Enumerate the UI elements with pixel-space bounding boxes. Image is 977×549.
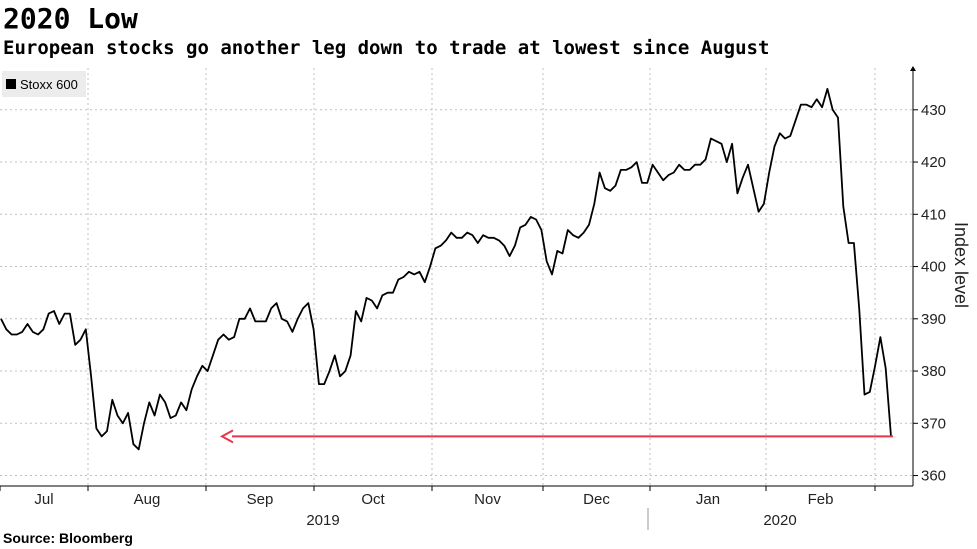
- series-line-stoxx-600: [0, 88, 892, 451]
- y-axis-arrowhead: [910, 66, 916, 71]
- x-tick-label: Jul: [34, 491, 53, 508]
- x-axis-labels: Jul Aug Sep Oct Nov Dec Jan Feb 2019 2020: [34, 491, 833, 529]
- year-label: 2020: [763, 512, 796, 529]
- legend: Stoxx 600: [2, 71, 86, 97]
- x-tick-label: Dec: [583, 491, 610, 508]
- y-tick-label: 420: [921, 154, 946, 171]
- series-group: [0, 88, 892, 451]
- x-tick-label: Nov: [474, 491, 501, 508]
- x-tick-label: Aug: [134, 491, 161, 508]
- axes: [0, 66, 918, 530]
- y-axis-title: Index level: [951, 222, 971, 308]
- y-axis-labels: 360 370 380 390 400 410 420 430: [921, 102, 946, 485]
- legend-swatch: [6, 79, 16, 89]
- y-tick-label: 400: [921, 259, 946, 276]
- y-tick-label: 430: [921, 102, 946, 119]
- annotation-arrow-head: [219, 429, 234, 444]
- x-tick-label: Jan: [696, 491, 720, 508]
- x-tick-label: Sep: [247, 491, 274, 508]
- y-tick-label: 360: [921, 468, 946, 485]
- y-tick-label: 410: [921, 206, 946, 223]
- chart-title: 2020 Low: [3, 2, 138, 35]
- y-tick-label: 370: [921, 415, 946, 432]
- annotation-group: [219, 429, 893, 444]
- y-tick-label: 390: [921, 311, 946, 328]
- year-label: 2019: [306, 512, 339, 529]
- x-tick-label: Feb: [808, 491, 834, 508]
- x-tick-label: Oct: [361, 491, 385, 508]
- chart-subtitle: European stocks go another leg down to t…: [3, 37, 770, 59]
- legend-label: Stoxx 600: [20, 76, 78, 92]
- source-note: Source: Bloomberg: [3, 530, 133, 546]
- gridlines: [0, 68, 913, 486]
- y-tick-label: 380: [921, 363, 946, 380]
